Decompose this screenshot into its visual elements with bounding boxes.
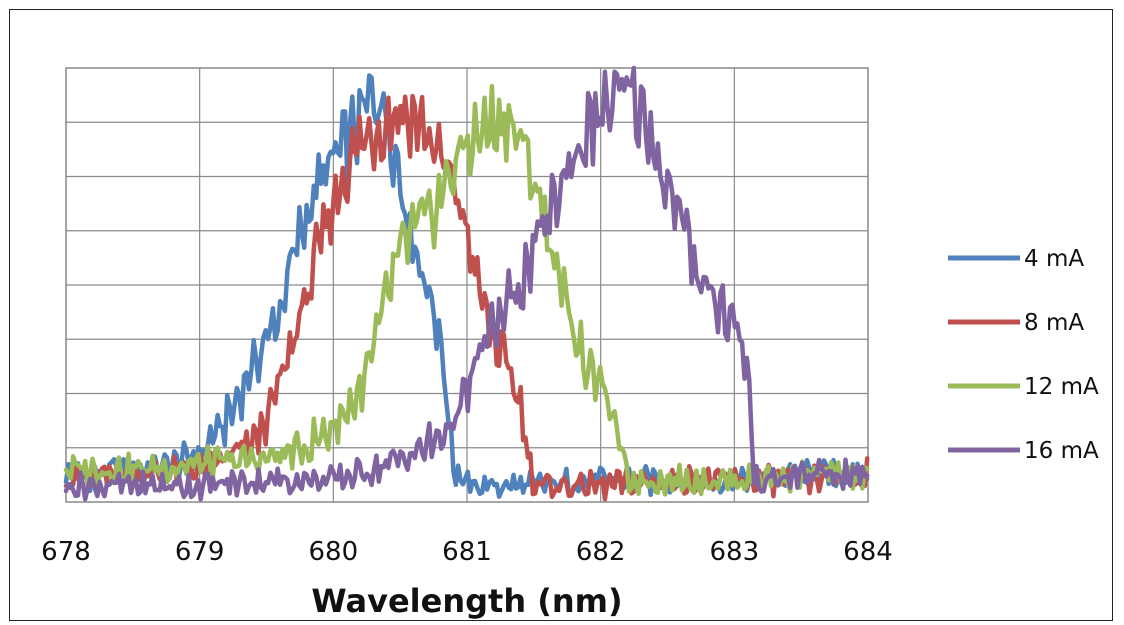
legend-label: 12 mA [1024, 374, 1099, 400]
legend-label: 16 mA [1024, 438, 1099, 464]
legend: 4 mA 8 mA 12 mA 16 mA [948, 246, 1099, 464]
series-line-16-ma [63, 65, 870, 502]
series-layer [63, 65, 870, 502]
legend-label: 4 mA [1024, 246, 1084, 272]
x-tick-label: 679 [175, 537, 225, 567]
series-line-12-ma [63, 84, 870, 497]
x-tick-label: 680 [309, 537, 359, 567]
x-tick-label: 684 [843, 537, 893, 567]
chart-frame [9, 9, 1113, 621]
x-tick-labels: 678 679 680 681 682 683 684 [41, 537, 893, 567]
legend-label: 8 mA [1024, 310, 1084, 336]
gridlines [66, 68, 868, 502]
plot-area-border [65, 67, 869, 503]
x-axis-label: Wavelength (nm) [311, 582, 622, 620]
x-tick-label: 681 [442, 537, 492, 567]
x-tick-label: 683 [710, 537, 760, 567]
x-tick-label: 682 [576, 537, 626, 567]
x-tick-label: 678 [41, 537, 91, 567]
